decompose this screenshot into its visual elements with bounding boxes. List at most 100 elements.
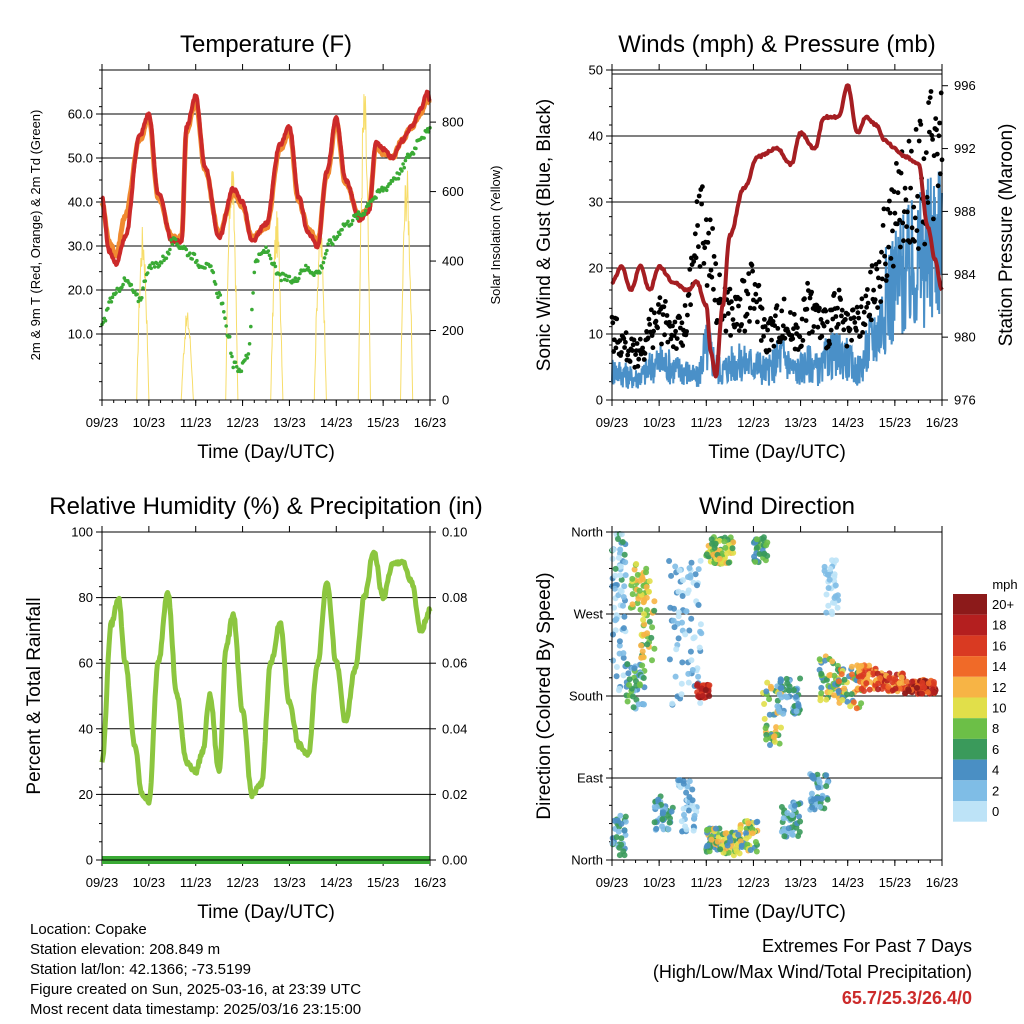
xtick-label-dir: 13/23	[784, 875, 817, 890]
dewpoint-point	[190, 257, 194, 261]
gust-point	[696, 193, 702, 199]
xtick-label-wind: 15/23	[879, 415, 912, 430]
direction-point	[780, 815, 787, 822]
direction-point	[697, 557, 704, 564]
direction-point	[771, 733, 778, 740]
dewpoint-point	[267, 253, 272, 258]
direction-point	[706, 693, 713, 699]
direction-point	[682, 631, 689, 638]
dewpoint-point	[159, 260, 164, 265]
dewpoint-point	[148, 263, 152, 268]
direction-point	[686, 565, 693, 571]
direction-point	[877, 675, 884, 682]
gust-point	[872, 297, 878, 303]
dewpoint-point	[203, 266, 207, 270]
gust-point	[747, 319, 752, 324]
direction-point	[903, 678, 910, 685]
gust-point	[725, 311, 731, 316]
dewpoint-point	[250, 307, 254, 312]
dewpoint-point	[121, 282, 125, 287]
gust-point	[827, 341, 832, 347]
direction-point	[773, 724, 780, 731]
xtick-label-dir: 15/23	[879, 875, 912, 890]
direction-point	[896, 680, 903, 687]
dewpoint-point	[145, 271, 150, 275]
direction-point	[930, 689, 937, 696]
direction-point	[678, 680, 685, 687]
xtick-label-rh: 11/23	[180, 875, 212, 890]
direction-point	[783, 675, 790, 682]
gust-point	[887, 198, 892, 204]
direction-point	[708, 836, 715, 843]
direction-point	[651, 819, 658, 826]
dewpoint-point	[188, 251, 192, 255]
dewpoint-point	[293, 276, 298, 280]
gust-point	[757, 297, 763, 302]
direction-point	[613, 834, 620, 841]
gust-point	[878, 299, 884, 304]
xaxis-title-dir: Time (Day/UTC)	[708, 902, 846, 923]
dewpoint-point	[129, 282, 134, 287]
direction-point	[683, 826, 690, 833]
gust-point	[859, 296, 865, 302]
dewpoint-point	[355, 216, 360, 221]
direction-point	[841, 676, 848, 683]
legend-swatch	[953, 759, 987, 781]
gust-point	[908, 185, 913, 191]
legend-label: 16	[992, 638, 1006, 653]
direction-point	[866, 686, 873, 693]
legend-label: 10	[992, 701, 1006, 716]
direction-point	[823, 696, 830, 703]
direction-point	[719, 550, 726, 557]
direction-point	[780, 710, 787, 717]
y2tick-label-rh: 0.10	[442, 525, 467, 540]
gust-point	[894, 221, 900, 227]
xtick-label-rh: 16/23	[414, 875, 447, 890]
gust-point	[823, 308, 829, 314]
dewpoint-point	[246, 352, 251, 356]
ytick-label-rh: 80	[79, 590, 93, 605]
gust-point	[867, 312, 873, 318]
direction-point	[832, 582, 839, 589]
direction-point	[795, 701, 802, 707]
gust-point	[890, 228, 895, 234]
dewpoint-point	[400, 169, 404, 173]
gust-point	[865, 287, 870, 292]
xtick-label-temp: 13/23	[273, 415, 306, 430]
xtick-label-wind: 10/23	[643, 415, 676, 430]
direction-point	[679, 619, 685, 626]
direction-point	[749, 826, 756, 832]
direction-point	[618, 531, 625, 538]
gust-point	[935, 183, 941, 189]
gust-point	[838, 297, 843, 302]
gust-point	[933, 116, 939, 121]
gust-point	[704, 283, 710, 288]
y2tick-label-rh: 0.02	[442, 787, 467, 802]
gust-point	[907, 239, 913, 245]
direction-point	[680, 780, 687, 787]
direction-point	[848, 691, 855, 698]
y2tick-label-wind: 980	[954, 330, 976, 345]
gust-point	[923, 150, 929, 156]
dewpoint-point	[209, 264, 213, 268]
legend-swatch	[953, 697, 987, 719]
direction-point	[618, 588, 625, 595]
direction-point	[778, 724, 784, 731]
gust-point	[891, 189, 897, 195]
direction-point	[679, 593, 686, 599]
direction-point	[763, 736, 770, 743]
yaxis-title-wind: Sonic Wind & Gust (Blue, Black)	[534, 99, 555, 371]
gust-point	[745, 291, 751, 297]
gust-point	[803, 318, 809, 323]
dewpoint-point	[106, 306, 110, 311]
gust-point	[734, 321, 740, 327]
direction-point	[753, 848, 760, 855]
direction-point	[617, 812, 624, 819]
direction-point	[640, 616, 647, 623]
direction-point	[679, 659, 686, 666]
gust-point	[697, 264, 703, 269]
direction-point	[786, 687, 792, 694]
direction-point	[690, 635, 697, 642]
gust-point	[714, 318, 720, 323]
gust-point	[902, 185, 908, 191]
